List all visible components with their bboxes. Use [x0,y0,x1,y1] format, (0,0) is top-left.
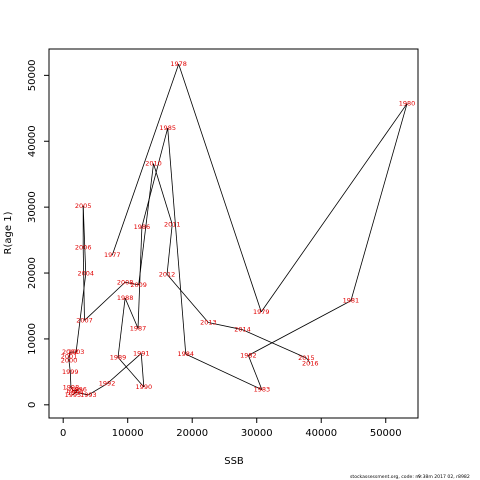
y-tick-label: 0 [27,402,38,408]
point-label-1980: 1980 [399,100,416,108]
point-label-2008: 2008 [117,278,134,286]
point-label-1985: 1985 [159,124,176,132]
segment-2010-2011 [153,163,173,225]
x-tick-label: 50000 [370,428,402,439]
point-label-2004: 2004 [77,270,94,278]
point-label-1988: 1988 [117,294,134,302]
point-label-1992: 1992 [99,380,116,388]
point-label-1998: 1998 [63,384,80,392]
footer-timestamp: 9:38m 2017 02, r8982 [418,474,470,480]
x-tick-label: 10000 [112,428,144,439]
segment-2013-2014 [208,322,243,331]
plot-area: 1977 1978 1979 1980 1981 1982 1983 1984 1985 1986… [48,48,419,419]
y-axis: 0 10000 20000 30000 40000 50000 [27,59,49,408]
point-label-2005: 2005 [75,202,92,210]
point-label-1994: 1994 [67,388,84,396]
x-tick-label: 30000 [241,428,273,439]
segment-1978-1979 [178,64,262,313]
segment-1989-1990 [117,357,145,388]
segment-2011-2012 [166,224,173,275]
y-tick-label: 30000 [27,191,38,223]
x-tick-label: 40000 [305,428,337,439]
point-label-2007: 2007 [76,316,93,324]
segment-1984-1985 [167,128,187,355]
point-label-2015: 2015 [298,354,315,362]
segment-2015-2016 [306,357,311,364]
segment-1983-1984 [185,353,263,391]
point-label-1984: 1984 [177,350,194,358]
y-tick-label: 50000 [27,59,38,91]
point-label-2003: 2003 [68,348,85,356]
segment-2006-2007 [82,247,85,321]
segment-1981-1982 [248,300,352,356]
segment-1993-1994 [75,391,89,396]
point-label-1977: 1977 [104,251,121,259]
segment-2008-2009 [125,281,139,286]
connecting-lines [68,64,408,396]
segment-1992-1993 [88,383,108,396]
segment-1998-1999 [69,371,72,388]
segment-2009-2010 [138,163,154,285]
point-label-1993: 1993 [80,391,97,399]
segment-1977-1978 [111,64,180,256]
point-label-1979: 1979 [253,308,270,316]
segment-1997-1998 [70,387,74,392]
point-label-1999: 1999 [62,368,79,376]
segment-1991-1992 [106,353,142,385]
segment-1990-1991 [140,353,145,388]
segment-1980-1981 [350,103,408,301]
segment-1987-1988 [124,297,139,329]
point-label-2011: 2011 [164,220,181,228]
x-axis: 0 10000 20000 30000 40000 50000 [60,418,402,439]
point-label-1989: 1989 [110,353,127,361]
x-tick-label: 0 [60,428,66,439]
segment-1982-1983 [247,355,263,390]
x-axis-title: SSB [224,456,244,467]
segment-2012-2013 [166,274,209,323]
point-label-1995: 1995 [65,391,82,399]
segment-1999-2000 [68,360,71,372]
point-labels: 1977 1978 1979 1980 1981 1982 1983 1984 1985 1986… [61,60,416,399]
point-label-2000: 2000 [61,357,78,365]
point-label-1986: 1986 [134,223,151,231]
plot-frame [48,48,419,419]
segment-1988-1989 [117,298,126,358]
segment-2014-2015 [242,329,307,359]
y-tick-label: 10000 [27,323,38,355]
point-label-1991: 1991 [133,349,150,357]
point-label-1997: 1997 [65,387,82,395]
point-label-2012: 2012 [159,270,176,278]
point-label-2009: 2009 [130,281,147,289]
segment-1986-1987 [137,226,143,329]
point-label-1982: 1982 [240,351,257,359]
footer-source: stockassessment.org, code: m [350,474,420,480]
point-label-1990: 1990 [136,383,153,391]
y-tick-label: 40000 [27,125,38,157]
point-label-2010: 2010 [145,160,162,168]
y-tick-label: 20000 [27,257,38,289]
x-tick-label: 20000 [176,428,208,439]
point-label-2016: 2016 [302,359,319,367]
segment-1979-1980 [260,103,408,313]
point-label-1978: 1978 [170,60,187,68]
point-label-1983: 1983 [254,386,271,394]
point-label-1996: 1996 [70,386,87,394]
point-label-2013: 2013 [200,318,217,326]
point-label-2001: 2001 [61,353,78,361]
point-label-2006: 2006 [75,243,92,251]
segment-1985-1986 [141,127,169,228]
point-label-2002: 2002 [62,348,79,356]
point-label-1987: 1987 [130,324,147,332]
segment-2004-2005 [82,205,87,274]
point-label-2014: 2014 [234,326,251,334]
segment-2007-2008 [84,281,126,321]
segment-2001-2002 [68,351,71,357]
segment-1995-1996 [72,389,79,396]
segment-1996-1997 [73,389,79,392]
y-axis-title: R(age 1) [3,211,14,254]
point-label-1981: 1981 [343,297,360,305]
